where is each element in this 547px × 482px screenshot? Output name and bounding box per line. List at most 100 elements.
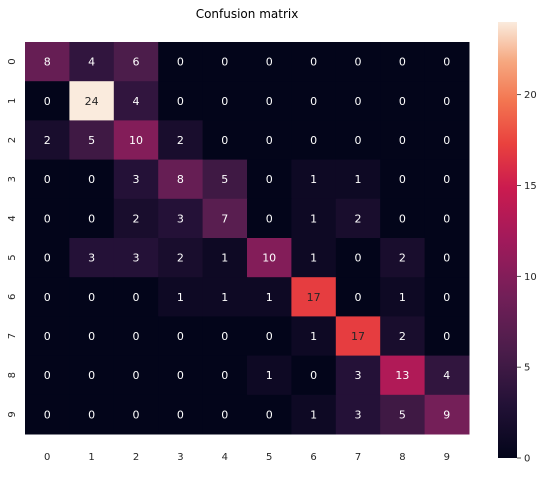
cell-annotation: 0 (177, 408, 184, 421)
heatmap-cell (158, 355, 204, 396)
heatmap-cell (424, 42, 470, 82)
heatmap-cell (113, 277, 159, 317)
heatmap-cell (247, 277, 292, 317)
heatmap-cell (247, 120, 292, 161)
cell-annotation: 9 (443, 408, 450, 421)
heatmap-cell (380, 120, 426, 161)
heatmap-cell (335, 42, 381, 82)
heatmap-cell (202, 355, 248, 396)
heatmap-cell (335, 81, 381, 121)
heatmap-cell (380, 355, 426, 396)
cell-annotation: 3 (177, 212, 184, 225)
cell-annotation: 2 (399, 252, 406, 265)
x-axis-ticks: 0 1 2 3 4 5 6 7 8 9 (44, 452, 450, 463)
cell-annotation: 3 (133, 173, 140, 186)
heatmap-cell (69, 42, 115, 82)
heatmap-cell (335, 355, 381, 396)
heatmap-cell (158, 42, 204, 82)
heatmap-cell (380, 394, 426, 435)
cell-annotation: 2 (177, 252, 184, 265)
cell-annotation: 6 (133, 56, 140, 69)
y-axis-ticks: 0 1 2 3 4 5 6 7 8 9 (7, 58, 18, 417)
cell-annotation: 0 (399, 212, 406, 225)
heatmap-cell (380, 42, 426, 82)
cell-annotation: 0 (443, 173, 450, 186)
cell-annotation: 0 (310, 95, 317, 108)
heatmap-cell (202, 81, 248, 121)
heatmap-cell (247, 238, 292, 278)
heatmap-cell (202, 159, 248, 200)
cell-annotation: 0 (221, 369, 228, 382)
heatmap-cell (69, 120, 115, 161)
cell-annotation: 0 (443, 252, 450, 265)
y-tick-label: 4 (7, 215, 18, 221)
heatmap-cell (424, 159, 470, 200)
cell-annotation: 0 (88, 330, 95, 343)
cell-annotation: 0 (221, 56, 228, 69)
cell-annotation: 1 (310, 212, 317, 225)
heatmap-cell (380, 277, 426, 317)
heatmap-cell (69, 238, 115, 278)
cell-annotation: 3 (355, 408, 362, 421)
cell-annotation: 0 (88, 408, 95, 421)
cell-annotation: 0 (266, 408, 273, 421)
heatmap-cell (424, 81, 470, 121)
heatmap-cell (424, 316, 470, 357)
heatmap-cell (158, 277, 204, 317)
heatmap-cell (291, 42, 337, 82)
x-tick-label: 3 (177, 452, 183, 463)
cell-annotation: 0 (44, 291, 51, 304)
cell-annotation: 0 (399, 95, 406, 108)
cell-annotation: 0 (355, 56, 362, 69)
heatmap-cell (291, 316, 337, 357)
heatmap-cell (247, 42, 292, 82)
heatmap-cell (158, 238, 204, 278)
heatmap-cell (113, 198, 159, 239)
heatmap-cell (69, 81, 115, 121)
heatmap-cell (424, 120, 470, 161)
cell-annotation: 5 (88, 134, 95, 147)
cell-annotation: 1 (310, 408, 317, 421)
heatmap-cell (113, 355, 159, 396)
cell-annotation: 2 (133, 212, 140, 225)
cell-annotation: 0 (88, 212, 95, 225)
heatmap-cell (158, 316, 204, 357)
y-tick-label: 7 (7, 333, 18, 339)
cell-annotation: 7 (221, 212, 228, 225)
cell-annotation: 0 (399, 134, 406, 147)
heatmap-cell (25, 316, 70, 357)
cell-annotation: 0 (88, 369, 95, 382)
cell-annotation: 1 (399, 291, 406, 304)
heatmap-cell (69, 159, 115, 200)
cell-annotation: 0 (44, 95, 51, 108)
heatmap-cell (247, 198, 292, 239)
x-tick-label: 1 (88, 452, 94, 463)
x-tick-label: 0 (44, 452, 50, 463)
cell-annotation: 2 (399, 330, 406, 343)
x-tick-label: 9 (444, 452, 450, 463)
heatmap-cell (69, 355, 115, 396)
heatmap-cell (335, 238, 381, 278)
heatmap-cell (202, 277, 248, 317)
y-tick-label: 0 (7, 58, 18, 64)
heatmap-cell (247, 316, 292, 357)
heatmap-cell (247, 355, 292, 396)
cell-annotation: 5 (221, 173, 228, 186)
heatmap-cell (69, 316, 115, 357)
heatmap-cell (25, 159, 70, 200)
heatmap-cell (158, 81, 204, 121)
cell-annotation: 0 (44, 369, 51, 382)
colorbar (498, 22, 517, 458)
heatmap-cell (380, 198, 426, 239)
heatmap-annotations: 8 4 6 0 0 0 0 0 0 00 24 4 0 0 0 0 0 0 02 5 10 2 0 0 0 0 0 00 0 3 8 5 0 1 1… (44, 56, 451, 422)
heatmap-cell (113, 120, 159, 161)
cell-annotation: 0 (355, 134, 362, 147)
heatmap-cell (25, 238, 70, 278)
heatmap-cell (424, 277, 470, 317)
heatmap-cell (113, 81, 159, 121)
heatmap-cell (158, 120, 204, 161)
heatmap-cell (25, 394, 70, 435)
cell-annotation: 0 (133, 330, 140, 343)
x-tick-label: 4 (222, 452, 228, 463)
y-tick-label: 5 (7, 254, 18, 260)
